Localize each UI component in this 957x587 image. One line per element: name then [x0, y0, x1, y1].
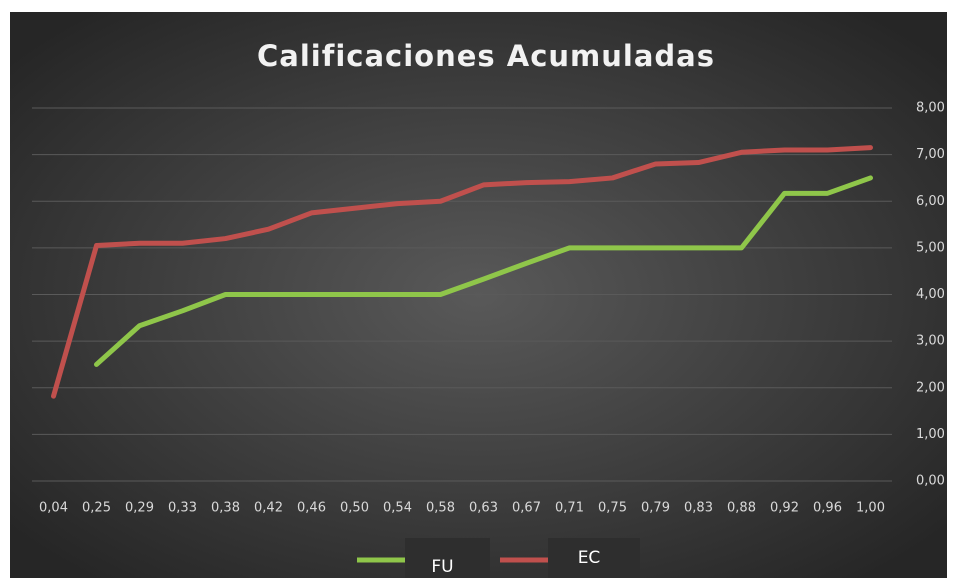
x-tick-label: 0,29	[125, 501, 154, 516]
x-tick-label: 0,38	[211, 501, 240, 516]
y-tick-label: 0,00	[916, 474, 945, 489]
y-tick-label: 4,00	[916, 287, 945, 302]
x-tick-label: 0,79	[641, 501, 670, 516]
legend-label: EC	[578, 548, 601, 568]
x-tick-label: 0,04	[39, 501, 68, 516]
y-tick-label: 7,00	[916, 147, 945, 162]
x-tick-label: 0,83	[684, 501, 713, 516]
y-tick-label: 5,00	[916, 240, 945, 255]
x-tick-label: 0,46	[297, 501, 326, 516]
x-tick-label: 0,63	[469, 501, 498, 516]
x-tick-label: 0,75	[598, 501, 627, 516]
legend-box	[405, 538, 490, 578]
x-tick-label: 0,96	[813, 501, 842, 516]
x-tick-label: 0,67	[512, 501, 541, 516]
y-tick-label: 6,00	[916, 194, 945, 209]
x-tick-label: 0,42	[254, 501, 283, 516]
legend-box	[548, 538, 640, 578]
x-tick-label: 0,50	[340, 501, 369, 516]
x-tick-label: 0,71	[555, 501, 584, 516]
x-tick-label: 0,25	[82, 501, 111, 516]
chart-title: Calificaciones Acumuladas	[257, 39, 715, 73]
y-tick-label: 2,00	[916, 380, 945, 395]
x-tick-label: 1,00	[856, 501, 885, 516]
y-tick-label: 8,00	[916, 101, 945, 116]
x-tick-label: 0,54	[383, 501, 412, 516]
y-tick-label: 1,00	[916, 427, 945, 442]
legend-label: FU	[431, 557, 453, 577]
series-line	[94, 175, 873, 367]
x-tick-label: 0,58	[426, 501, 455, 516]
x-tick-label: 0,88	[727, 501, 756, 516]
x-tick-label: 0,92	[770, 501, 799, 516]
series-line	[51, 145, 873, 399]
y-tick-label: 3,00	[916, 334, 945, 349]
x-tick-label: 0,33	[168, 501, 197, 516]
